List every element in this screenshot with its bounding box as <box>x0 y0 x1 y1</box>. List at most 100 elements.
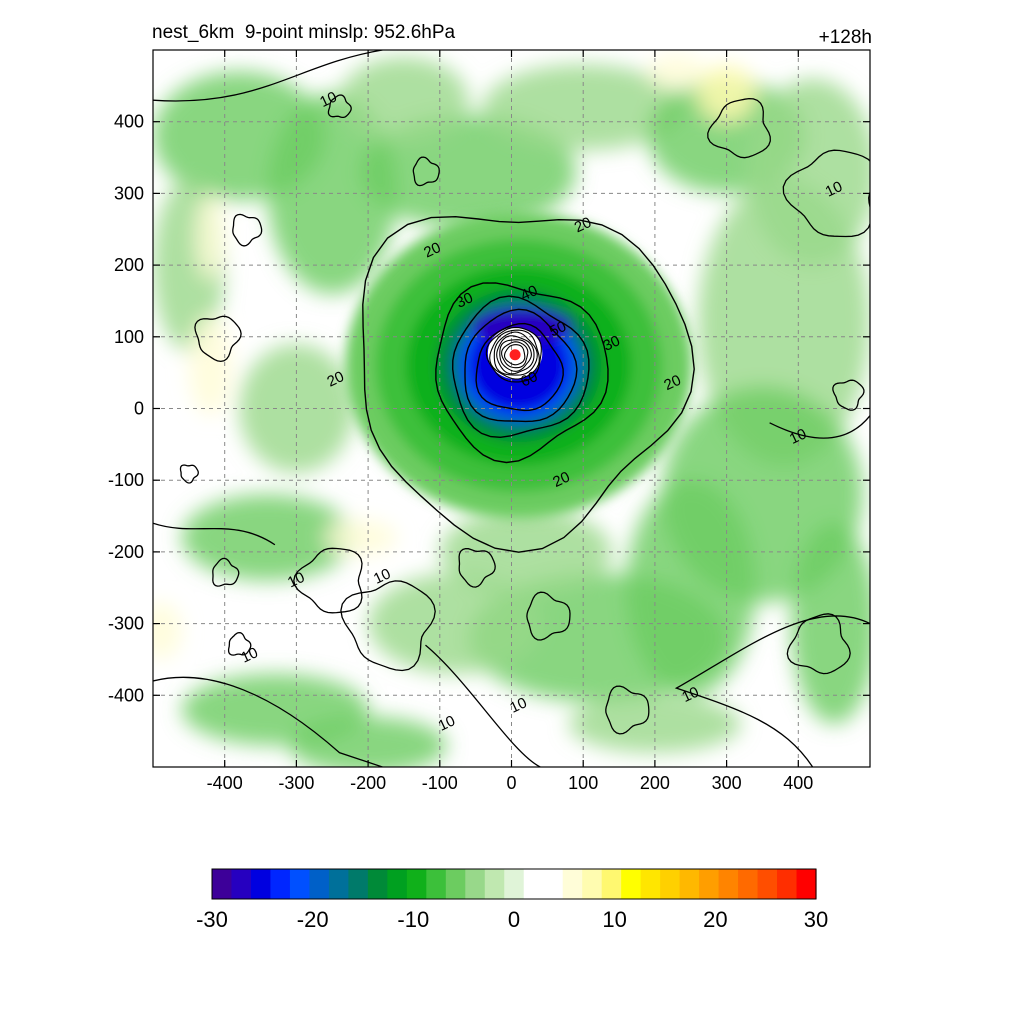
contour-blob <box>212 557 240 587</box>
colorbar-swatch <box>504 869 525 899</box>
contour-value-label: 50 <box>547 318 569 340</box>
contour-value-label: 40 <box>518 282 540 304</box>
eyewall-contour <box>503 344 526 366</box>
colorbar-swatch <box>445 869 466 899</box>
colorbar-tick-label: -20 <box>297 907 329 932</box>
contour-value-label: 10 <box>371 565 393 587</box>
y-tick-label: -400 <box>108 685 144 705</box>
colorbar-swatch <box>699 869 720 899</box>
colorbar-tick-label: 30 <box>804 907 828 932</box>
contour-blob <box>605 685 650 735</box>
contour-value-label: 20 <box>550 468 572 490</box>
contour-blob <box>232 213 263 247</box>
contour-blob <box>458 547 496 588</box>
colorbar-tick-label: -10 <box>397 907 429 932</box>
storm-center-marker <box>509 349 521 361</box>
colorbar-swatch <box>289 869 311 899</box>
colorbar-swatch <box>621 869 642 899</box>
contour-value-label: 10 <box>436 712 458 734</box>
colorbar-swatch <box>387 869 408 899</box>
contour-value-label: 10 <box>787 425 809 447</box>
contour-blob <box>526 591 571 641</box>
colorbar-tick-label: 10 <box>602 907 626 932</box>
contour-blob <box>194 315 242 363</box>
contour-value-label: 20 <box>324 368 346 390</box>
axes: -400 -300 -200 -100 0 100 200 300 40040030020010… <box>108 50 870 793</box>
colorbar-swatch <box>796 869 817 899</box>
eyewall-contour <box>493 331 538 376</box>
colorbar-swatch <box>231 869 252 899</box>
colorbar-frame <box>211 868 817 900</box>
colorbar-swatch <box>562 869 583 899</box>
colorbar-swatch <box>250 869 272 899</box>
colorbar-swatch <box>582 869 603 899</box>
x-tick-label: -200 <box>350 773 386 793</box>
shaded-field <box>153 50 870 767</box>
eyewall-contour <box>496 335 535 375</box>
colorbar-swatch <box>718 869 739 899</box>
colorbar-swatch <box>328 869 349 899</box>
colorbar-swatch <box>309 869 330 899</box>
colorbar-swatch <box>738 869 759 899</box>
contour-line-10 <box>769 415 870 439</box>
x-tick-label: 300 <box>712 773 742 793</box>
contour-line-10 <box>425 644 541 767</box>
contour-line-10 <box>153 676 383 767</box>
contour-blob <box>786 613 851 675</box>
contour-value-label: 10 <box>507 694 529 716</box>
x-tick-label: 100 <box>568 773 598 793</box>
contour-value-label: 20 <box>421 239 443 261</box>
colorbar-swatch <box>484 869 505 899</box>
y-tick-label: 100 <box>114 327 144 347</box>
contour-blob <box>327 94 352 119</box>
y-tick-label: 0 <box>134 399 144 419</box>
colorbar-swatch <box>601 869 622 899</box>
colorbar-swatch <box>465 869 486 899</box>
contour-blob <box>707 97 771 159</box>
contour-value-label: 30 <box>454 289 476 311</box>
contour-value-label: 10 <box>238 644 260 666</box>
contour-value-label: 60 <box>518 368 540 390</box>
contour-ring <box>475 322 564 412</box>
x-tick-label: 0 <box>506 773 516 793</box>
y-tick-label: -100 <box>108 470 144 490</box>
contour-value-label: 10 <box>317 88 339 110</box>
contour-line-10 <box>153 522 276 546</box>
y-tick-label: 400 <box>114 112 144 132</box>
eyewall-contour <box>485 326 542 383</box>
contour-ring <box>464 308 578 423</box>
colorbar-swatch <box>543 869 564 899</box>
colorbar-swatch <box>679 869 700 899</box>
y-tick-label: -300 <box>108 614 144 634</box>
colorbar: -30 -20 -10 0 10 20 30 <box>196 868 828 932</box>
contour-blob <box>227 631 252 656</box>
contour-blob <box>293 547 363 614</box>
colorbar-swatch <box>367 869 388 899</box>
contour-blob <box>782 149 870 238</box>
x-tick-label: 200 <box>640 773 670 793</box>
contour-value-label: 20 <box>661 372 683 394</box>
contour-line-10 <box>674 615 870 767</box>
colorbar-swatch <box>777 869 798 899</box>
x-tick-label: -100 <box>422 773 458 793</box>
y-tick-label: 200 <box>114 255 144 275</box>
contour-line-10 <box>153 50 383 102</box>
colorbar-swatch <box>212 869 233 899</box>
colorbar-tick-label: 0 <box>508 907 520 932</box>
y-tick-label: 300 <box>114 183 144 203</box>
contour-value-label: 10 <box>823 178 845 200</box>
contour-value-label: 10 <box>285 569 307 591</box>
forecast-hour-label: +128h <box>818 27 872 48</box>
colorbar-swatch <box>660 869 681 899</box>
colorbar-swatch <box>406 869 427 899</box>
colorbar-swatch <box>640 869 661 899</box>
eyewall-contour <box>489 329 540 380</box>
colorbar-swatch <box>426 869 447 899</box>
colorbar-swatch <box>523 869 544 899</box>
contour-ring <box>435 282 609 464</box>
contour-blob <box>340 580 436 672</box>
contour-value-label: 30 <box>601 332 623 354</box>
contour-labels: 10 10 10 10 10 10 10 10 10 20 20 20 20 20 30 30 40 50 60 <box>238 88 845 734</box>
colorbar-tick-label: -30 <box>196 907 228 932</box>
